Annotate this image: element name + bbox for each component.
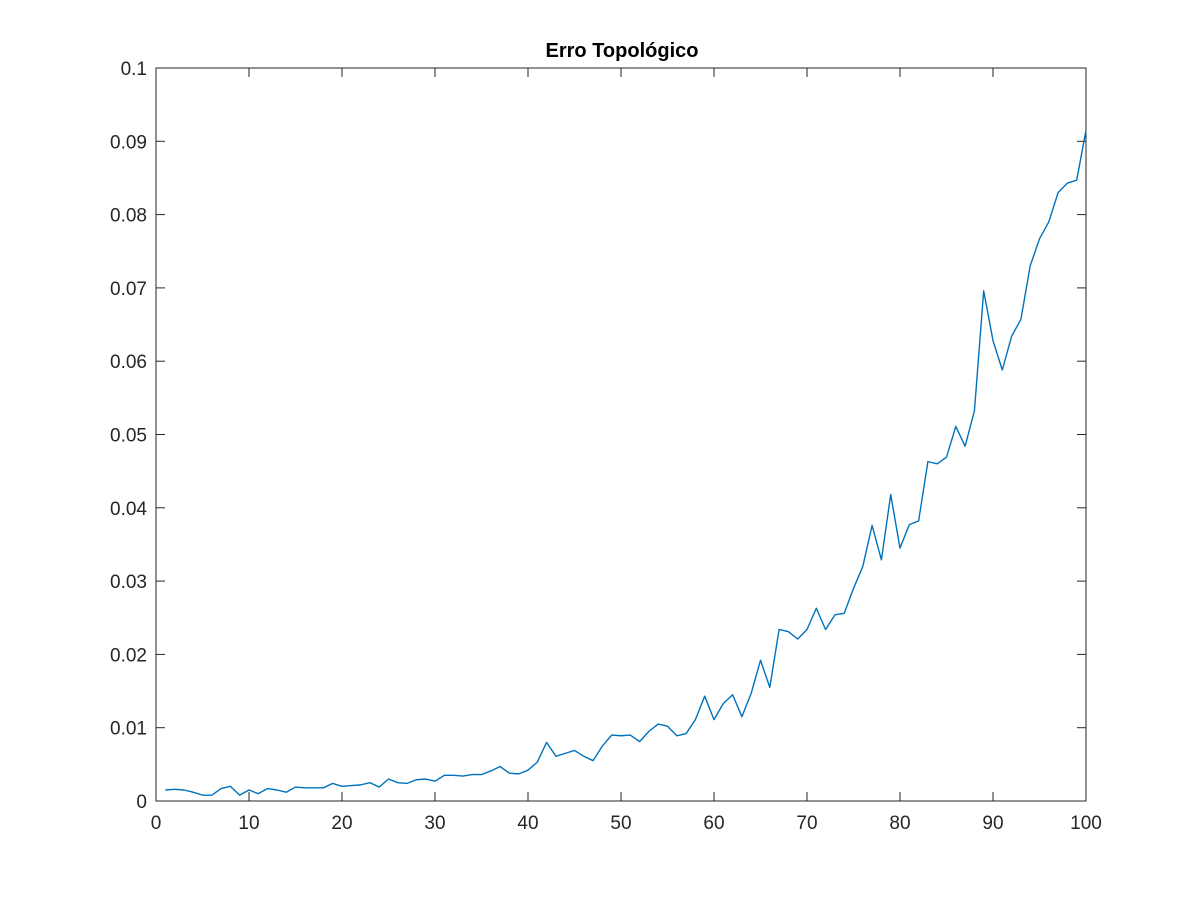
y-tick-label: 0.08 — [110, 206, 147, 227]
series-line — [165, 130, 1087, 796]
x-tick-label: 70 — [796, 813, 817, 834]
y-tick-label: 0.02 — [110, 645, 147, 666]
x-axis: 0 10 20 30 40 50 60 70 80 90 100 — [151, 68, 1102, 834]
x-tick-label: 50 — [610, 813, 631, 834]
x-tick-label: 100 — [1070, 813, 1102, 834]
plot-area — [155, 67, 1087, 802]
y-tick-label: 0.06 — [110, 352, 147, 373]
y-tick-label: 0.03 — [110, 572, 147, 593]
plot-box — [155, 67, 1087, 802]
x-tick-label: 20 — [331, 813, 352, 834]
x-tick-label: 90 — [982, 813, 1003, 834]
x-tick-label: 60 — [703, 813, 724, 834]
y-axis: 0 0.01 0.02 0.03 0.04 0.05 0.06 0.07 0.08 0.09 0.1 — [110, 59, 1086, 813]
y-tick-label: 0.07 — [110, 279, 147, 300]
y-tick-label: 0.09 — [110, 132, 147, 153]
chart-title: Erro Topológico — [546, 40, 699, 62]
x-tick-label: 30 — [424, 813, 445, 834]
x-tick-label: 10 — [238, 813, 259, 834]
y-tick-label: 0.05 — [110, 426, 147, 447]
x-tick-label: 80 — [889, 813, 910, 834]
x-tick-label: 40 — [517, 813, 538, 834]
x-tick-label: 0 — [151, 813, 162, 834]
y-tick-label: 0.01 — [110, 719, 147, 740]
y-tick-label: 0.1 — [121, 59, 147, 80]
y-tick-label: 0.04 — [110, 499, 147, 520]
y-tick-label: 0 — [136, 792, 147, 813]
series-group — [165, 130, 1087, 796]
